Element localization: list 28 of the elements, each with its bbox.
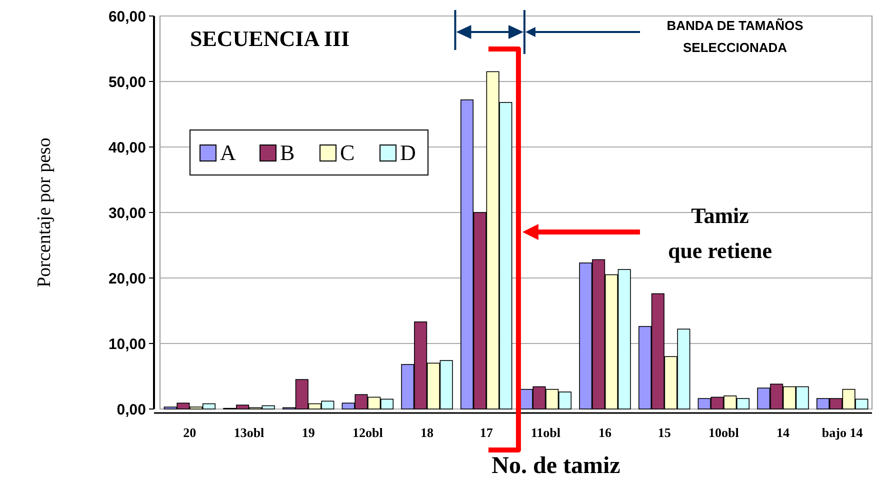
x-tick-label: 14 <box>776 425 790 440</box>
x-tick-label: 19 <box>302 425 316 440</box>
x-tick-label: 17 <box>480 425 494 440</box>
legend-label: B <box>280 140 295 165</box>
y-tick-label: 20,00 <box>108 270 146 288</box>
x-tick-label: 11obl <box>530 425 561 440</box>
x-tick-label: 15 <box>658 425 672 440</box>
y-tick-label: 10,00 <box>108 336 146 353</box>
y-tick-label: 60,00 <box>108 8 146 26</box>
x-tick-label: 20 <box>183 425 196 440</box>
x-tick-label: bajo 14 <box>822 425 864 440</box>
y-tick-label: 0,00 <box>116 401 146 418</box>
x-tick-label: 13obl <box>234 425 265 440</box>
legend-label: A <box>220 140 236 165</box>
x-tick-label: 18 <box>420 425 434 440</box>
y-tick-label: 40,00 <box>108 139 146 156</box>
y-tick-label: 30,00 <box>108 204 146 222</box>
annotation: Tamiz que retiene <box>668 203 772 263</box>
annotation: BANDA DE TAMAÑOS SELECCIONADA <box>666 18 804 55</box>
x-tick-label: 16 <box>598 425 612 440</box>
x-tick-label: 10obl <box>708 425 740 440</box>
y-axis-title: Porcentaje por peso <box>34 138 55 288</box>
y-tick-label: 50,00 <box>108 74 146 91</box>
x-axis-title: No. de tamiz <box>492 453 621 479</box>
legend-label: D <box>400 140 416 165</box>
legend-label: C <box>340 140 355 165</box>
x-tick-label: 12obl <box>352 425 384 440</box>
text: SECUENCIA III <box>190 26 350 51</box>
